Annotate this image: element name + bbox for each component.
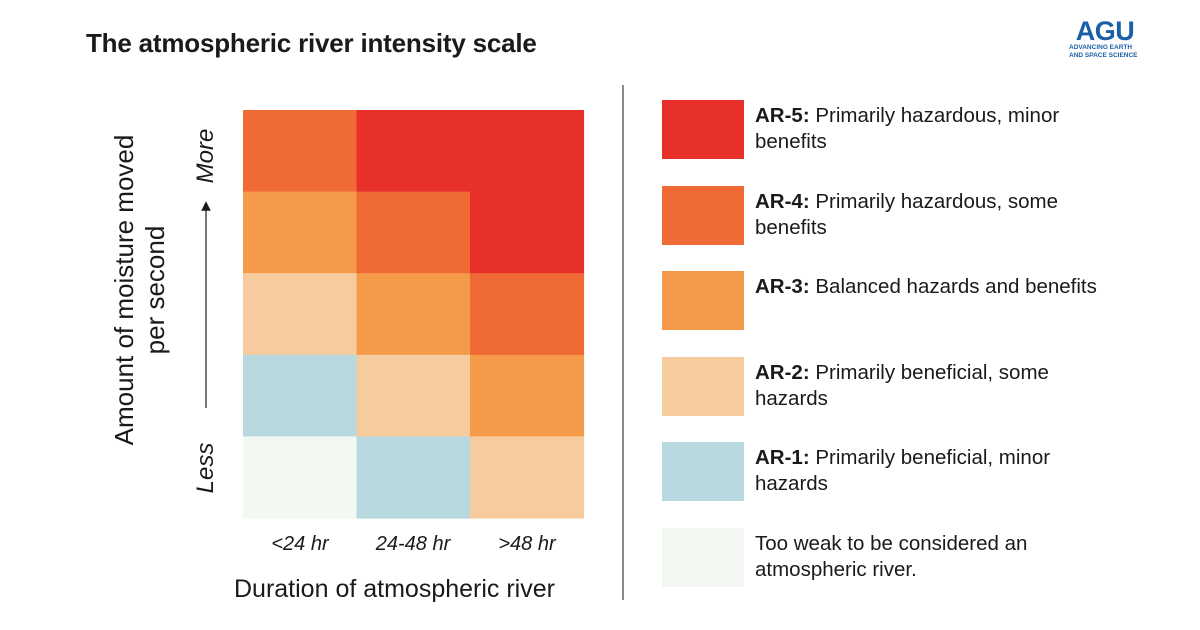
heatmap-cell (356, 354, 471, 437)
logo-tagline-2: AND SPACE SCIENCE (1069, 52, 1138, 59)
heatmap-cell (470, 110, 585, 193)
y-axis-label: Amount of moisture moved per second (109, 135, 171, 446)
legend-code: AR-4: (755, 190, 810, 213)
y-high-label: More (192, 128, 219, 184)
legend-text: AR-4: Primarily hazardous, some benefits (755, 189, 1115, 241)
legend-text: AR-5: Primarily hazardous, minor benefit… (755, 103, 1115, 155)
legend-swatch (662, 442, 744, 501)
legend-item-weak: Too weak to be considered an atmospheric… (662, 528, 1132, 588)
legend-description: Primarily hazardous, some benefits (755, 190, 1059, 239)
heatmap-cell (470, 191, 585, 274)
heatmap-cell (470, 436, 585, 519)
x-axis-label: Duration of atmospheric river (234, 575, 555, 603)
legend-item-ar5: AR-5: Primarily hazardous, minor benefit… (662, 100, 1132, 160)
legend-description: Primarily beneficial, minor hazards (755, 446, 1051, 495)
legend-swatch (662, 100, 744, 159)
heatmap-cells (243, 110, 585, 519)
legend-code: AR-5: (755, 104, 810, 127)
chart-title: The atmospheric river intensity scale (86, 28, 537, 58)
heatmap-cell (243, 110, 358, 193)
logo-mark: AGU (1075, 16, 1135, 46)
legend-swatch (662, 528, 744, 587)
legend-item-ar1: AR-1: Primarily beneficial, minor hazard… (662, 442, 1132, 502)
legend-text: AR-1: Primarily beneficial, minor hazard… (755, 445, 1115, 497)
agu-logo: AGU ADVANCING EARTH AND SPACE SCIENCE (1065, 18, 1145, 60)
heatmap-cell (356, 436, 471, 519)
legend-text: AR-2: Primarily beneficial, some hazards (755, 360, 1115, 412)
y-axis-label-line1: Amount of moisture moved (109, 134, 139, 446)
legend-swatch (662, 271, 744, 330)
legend-description: Primarily hazardous, minor benefits (755, 104, 1060, 153)
legend-swatch (662, 186, 744, 245)
legend-item-ar2: AR-2: Primarily beneficial, some hazards (662, 357, 1132, 417)
x-tick-label: 24-48 hr (375, 533, 451, 555)
y-low-label: Less (192, 442, 219, 494)
legend-text: Too weak to be considered an atmospheric… (755, 531, 1115, 583)
heatmap-cell (243, 354, 358, 437)
legend-item-ar4: AR-4: Primarily hazardous, some benefits (662, 186, 1132, 246)
heatmap-cell (243, 436, 358, 519)
legend-description: Too weak to be considered an atmospheric… (755, 532, 1028, 581)
divider (622, 85, 624, 600)
legend-item-ar3: AR-3: Balanced hazards and benefits (662, 271, 1132, 331)
heatmap-cell (470, 273, 585, 356)
legend-swatch (662, 357, 744, 416)
legend-text: AR-3: Balanced hazards and benefits (755, 274, 1115, 300)
x-tick-label: <24 hr (271, 533, 329, 555)
legend-description: Balanced hazards and benefits (809, 275, 1097, 298)
heatmap-cell (470, 354, 585, 437)
legend-code: AR-2: (755, 361, 810, 384)
logo-tagline-1: ADVANCING EARTH (1069, 44, 1133, 51)
heatmap-cell (356, 273, 471, 356)
heatmap-cell (243, 273, 358, 356)
legend-description: Primarily beneficial, some hazards (755, 361, 1049, 410)
y-axis-label-line2: per second (140, 225, 170, 355)
heatmap-cell (243, 191, 358, 274)
legend-code: AR-1: (755, 446, 810, 469)
heatmap-cell (356, 191, 471, 274)
legend-code: AR-3: (755, 275, 810, 298)
x-tick-label: >48 hr (498, 533, 556, 555)
heatmap-cell (356, 110, 471, 193)
